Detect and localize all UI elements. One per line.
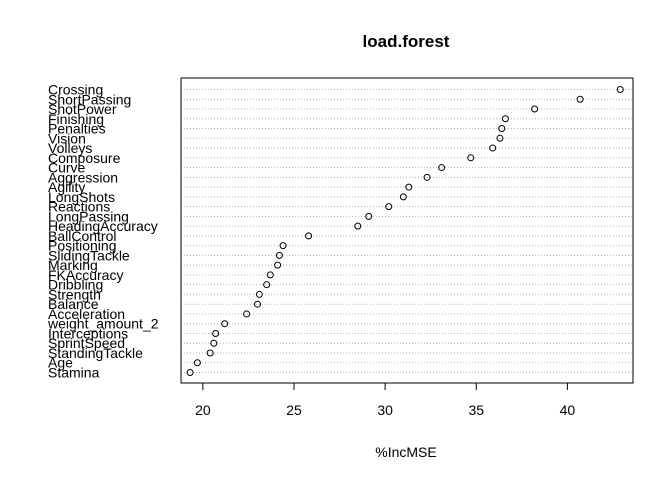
data-point [354, 222, 362, 230]
variable-label: Curve [48, 160, 86, 176]
variable-label: Aggression [48, 169, 118, 185]
data-point [266, 271, 274, 279]
variable-label: Positioning [48, 238, 117, 254]
variable-label: FKAccuracy [48, 267, 123, 283]
variable-label: Finishing [48, 111, 104, 127]
data-point [385, 203, 393, 211]
variable-label: Crossing [48, 82, 103, 98]
x-axis: 20 25 30 35 40 [195, 382, 576, 418]
variable-label: StandingTackle [48, 345, 143, 361]
plot-frame [180, 77, 634, 384]
variable-label: ShortPassing [48, 91, 131, 107]
variable-label: Volleys [48, 140, 92, 156]
variable-label: Penalties [48, 121, 106, 137]
variable-label: Balance [48, 296, 99, 312]
chart-title: load.forest [363, 32, 450, 51]
variable-label: SprintSpeed [48, 335, 125, 351]
x-tick-label: 40 [560, 402, 576, 418]
x-tick-label: 35 [468, 402, 484, 418]
data-point [438, 164, 446, 172]
data-point [399, 193, 407, 201]
variable-label: LongShots [48, 189, 115, 205]
variable-label: weight_amount_2 [47, 316, 159, 332]
variable-label: Marking [48, 257, 98, 273]
x-tick-label: 30 [377, 402, 393, 418]
data-point [210, 339, 218, 347]
data-point [467, 154, 475, 162]
data-point [206, 349, 214, 357]
variable-labels: CrossingShortPassingShotPowerFinishingPe… [47, 82, 159, 381]
variable-label: Vision [48, 130, 86, 146]
variable-label: Strength [48, 286, 101, 302]
data-point [305, 232, 313, 240]
data-point [489, 144, 497, 152]
data-point [501, 115, 509, 123]
variable-label: Dribbling [48, 277, 103, 293]
data-point [243, 310, 251, 318]
data-point [365, 212, 373, 220]
data-point [405, 183, 413, 191]
data-point [274, 261, 282, 269]
variable-label: SlidingTackle [48, 247, 130, 263]
variable-label: ShotPower [48, 101, 117, 117]
data-points [186, 86, 624, 376]
variable-label: HeadingAccuracy [48, 218, 158, 234]
variable-label: Reactions [48, 199, 110, 215]
grid-lines [181, 89, 633, 373]
variable-label: BallControl [48, 228, 116, 244]
variable-label: LongPassing [48, 208, 129, 224]
data-point [531, 105, 539, 113]
data-point [423, 173, 431, 181]
data-point [576, 95, 584, 103]
variable-label: Stamina [48, 365, 100, 381]
data-point [254, 300, 262, 308]
variable-label: Composure [48, 150, 121, 166]
variable-label: Agility [48, 179, 85, 195]
x-tick-label: 25 [286, 402, 302, 418]
data-point [255, 290, 263, 298]
x-axis-label: %IncMSE [375, 444, 436, 460]
data-point [221, 320, 229, 328]
variable-label: Age [48, 355, 73, 371]
data-point [279, 242, 287, 250]
data-point [498, 125, 506, 133]
data-point [496, 134, 504, 142]
variable-label: Interceptions [48, 325, 128, 341]
data-point [193, 359, 201, 367]
data-point [275, 251, 283, 259]
data-point [212, 329, 220, 337]
data-point [186, 369, 194, 376]
data-point [616, 86, 624, 93]
data-point [263, 281, 271, 289]
x-tick-label: 20 [195, 402, 211, 418]
variable-label: Acceleration [48, 306, 125, 322]
